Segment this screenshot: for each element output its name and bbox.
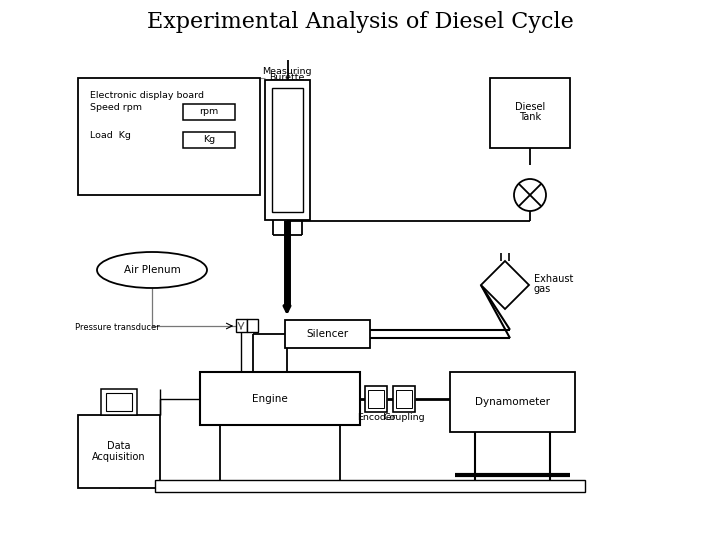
Text: Kg: Kg xyxy=(203,136,215,145)
Bar xyxy=(272,88,303,212)
Bar xyxy=(78,415,160,488)
Text: Experimental Analysis of Diesel Cycle: Experimental Analysis of Diesel Cycle xyxy=(147,11,573,33)
Text: rpm: rpm xyxy=(199,107,219,117)
Bar xyxy=(265,80,310,220)
Text: Air Plenum: Air Plenum xyxy=(124,265,181,275)
Bar xyxy=(183,132,235,148)
Text: Coupling: Coupling xyxy=(383,413,425,422)
Text: Tank: Tank xyxy=(519,112,541,122)
Bar xyxy=(396,390,412,408)
Text: Silencer: Silencer xyxy=(306,329,348,339)
Bar xyxy=(101,389,137,415)
Text: Electronic display board: Electronic display board xyxy=(90,91,204,100)
Bar xyxy=(106,393,132,411)
Ellipse shape xyxy=(97,252,207,288)
Bar xyxy=(365,386,387,412)
Text: gas: gas xyxy=(534,284,552,294)
Text: Speed rpm: Speed rpm xyxy=(90,104,142,112)
Bar xyxy=(236,319,247,332)
Bar xyxy=(183,104,235,120)
Text: Dynamometer: Dynamometer xyxy=(474,397,549,407)
Text: Exhaust: Exhaust xyxy=(534,274,573,284)
Text: Pressure transducer: Pressure transducer xyxy=(75,322,160,332)
Text: Measuring: Measuring xyxy=(262,66,312,76)
Text: Burette: Burette xyxy=(269,73,305,83)
Text: Encoder: Encoder xyxy=(356,413,395,422)
Text: Load  Kg: Load Kg xyxy=(90,132,131,140)
Text: Diesel: Diesel xyxy=(515,102,545,112)
Text: Engine: Engine xyxy=(252,394,288,404)
Text: Data: Data xyxy=(107,441,131,451)
Text: Acquisition: Acquisition xyxy=(92,452,146,462)
Bar xyxy=(285,320,370,348)
Polygon shape xyxy=(481,261,529,309)
Bar xyxy=(155,480,585,492)
Bar xyxy=(200,372,360,425)
Bar xyxy=(490,78,570,148)
Bar xyxy=(450,372,575,432)
Bar xyxy=(393,386,415,412)
Bar xyxy=(368,390,384,408)
Bar xyxy=(78,78,260,195)
Bar xyxy=(247,319,258,332)
